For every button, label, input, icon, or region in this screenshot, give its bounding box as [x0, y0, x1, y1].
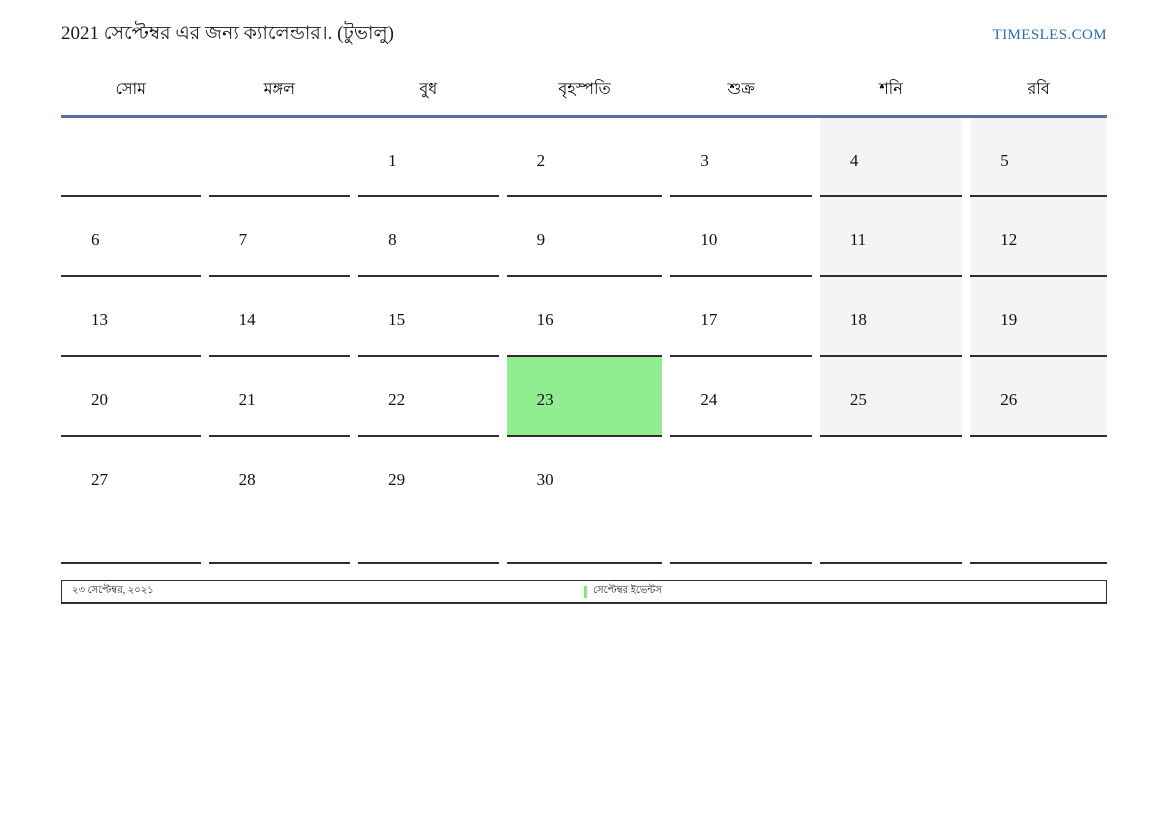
day-cell-empty	[670, 437, 812, 564]
event-legend-label: সেপ্টেম্বর ইভেন্টস	[593, 585, 662, 596]
day-cell-22: 22	[358, 357, 499, 437]
day-cell-19: 19	[970, 277, 1107, 357]
day-cell-28: 28	[208, 437, 351, 564]
day-cell-29: 29	[358, 437, 499, 564]
day-cell-10: 10	[670, 197, 812, 277]
weekday-header-sun: রবি	[1027, 80, 1050, 98]
day-cell-16: 16	[506, 277, 663, 357]
day-cell-26: 26	[970, 357, 1107, 437]
day-cell-25: 25	[819, 357, 963, 437]
day-cell-13: 13	[61, 277, 201, 357]
day-cell-21: 21	[208, 357, 351, 437]
day-cell-18: 18	[819, 277, 963, 357]
weekday-header-thu: বৃহস্পতি	[558, 80, 611, 98]
day-cell-8: 8	[358, 197, 499, 277]
page-content: 2021 সেপ্টেম্বর এর জন্য ক্যালেন্ডার।. (ট…	[61, 0, 1107, 604]
page-title: 2021 সেপ্টেম্বর এর জন্য ক্যালেন্ডার।. (ট…	[61, 23, 394, 44]
day-cell-17: 17	[670, 277, 812, 357]
day-cell-12: 12	[970, 197, 1107, 277]
header-rule	[61, 115, 1107, 118]
day-cell-1: 1	[358, 118, 499, 197]
weekday-header-fri: শুক্র	[727, 80, 755, 98]
day-cell-2: 2	[506, 118, 663, 197]
weekday-header-wed: বুধ	[419, 80, 438, 98]
day-cell-4: 4	[819, 118, 963, 197]
day-cell-11: 11	[819, 197, 963, 277]
day-cell-24: 24	[670, 357, 812, 437]
weekday-header-tue: মঙ্গল	[263, 80, 296, 98]
day-cell-3: 3	[670, 118, 812, 197]
day-cell-23-highlighted: 23	[506, 357, 663, 437]
footer-bar: ২৩ সেপ্টেম্বর, ২০২১ সেপ্টেম্বর ইভেন্টস	[61, 580, 1107, 604]
weekday-header-sat: শনি	[879, 80, 903, 98]
weekday-header-mon: সোম	[115, 80, 147, 98]
day-cell-5: 5	[970, 118, 1107, 197]
event-marker-icon	[584, 585, 587, 598]
day-cell-7: 7	[208, 197, 351, 277]
footer-date-label: ২৩ সেপ্টেম্বর, ২০২১	[72, 585, 154, 596]
site-link[interactable]: TIMESLES.COM	[992, 27, 1107, 43]
day-cell-empty	[61, 118, 201, 197]
day-cell-empty	[970, 437, 1107, 564]
top-bar: 2021 সেপ্টেম্বর এর জন্য ক্যালেন্ডার।. (ট…	[61, 0, 1107, 51]
day-cell-9: 9	[506, 197, 663, 277]
day-cell-6: 6	[61, 197, 201, 277]
day-cell-30: 30	[506, 437, 663, 564]
day-cell-15: 15	[358, 277, 499, 357]
day-cell-14: 14	[208, 277, 351, 357]
day-cell-27: 27	[61, 437, 201, 564]
calendar-grid: সোম মঙ্গল বুধ বৃহস্পতি শুক্র শনি রবি 1 2…	[61, 63, 1107, 564]
event-legend: সেপ্টেম্বর ইভেন্টস	[584, 583, 662, 600]
day-cell-20: 20	[61, 357, 201, 437]
day-cell-empty	[208, 118, 351, 197]
day-cell-empty	[819, 437, 963, 564]
